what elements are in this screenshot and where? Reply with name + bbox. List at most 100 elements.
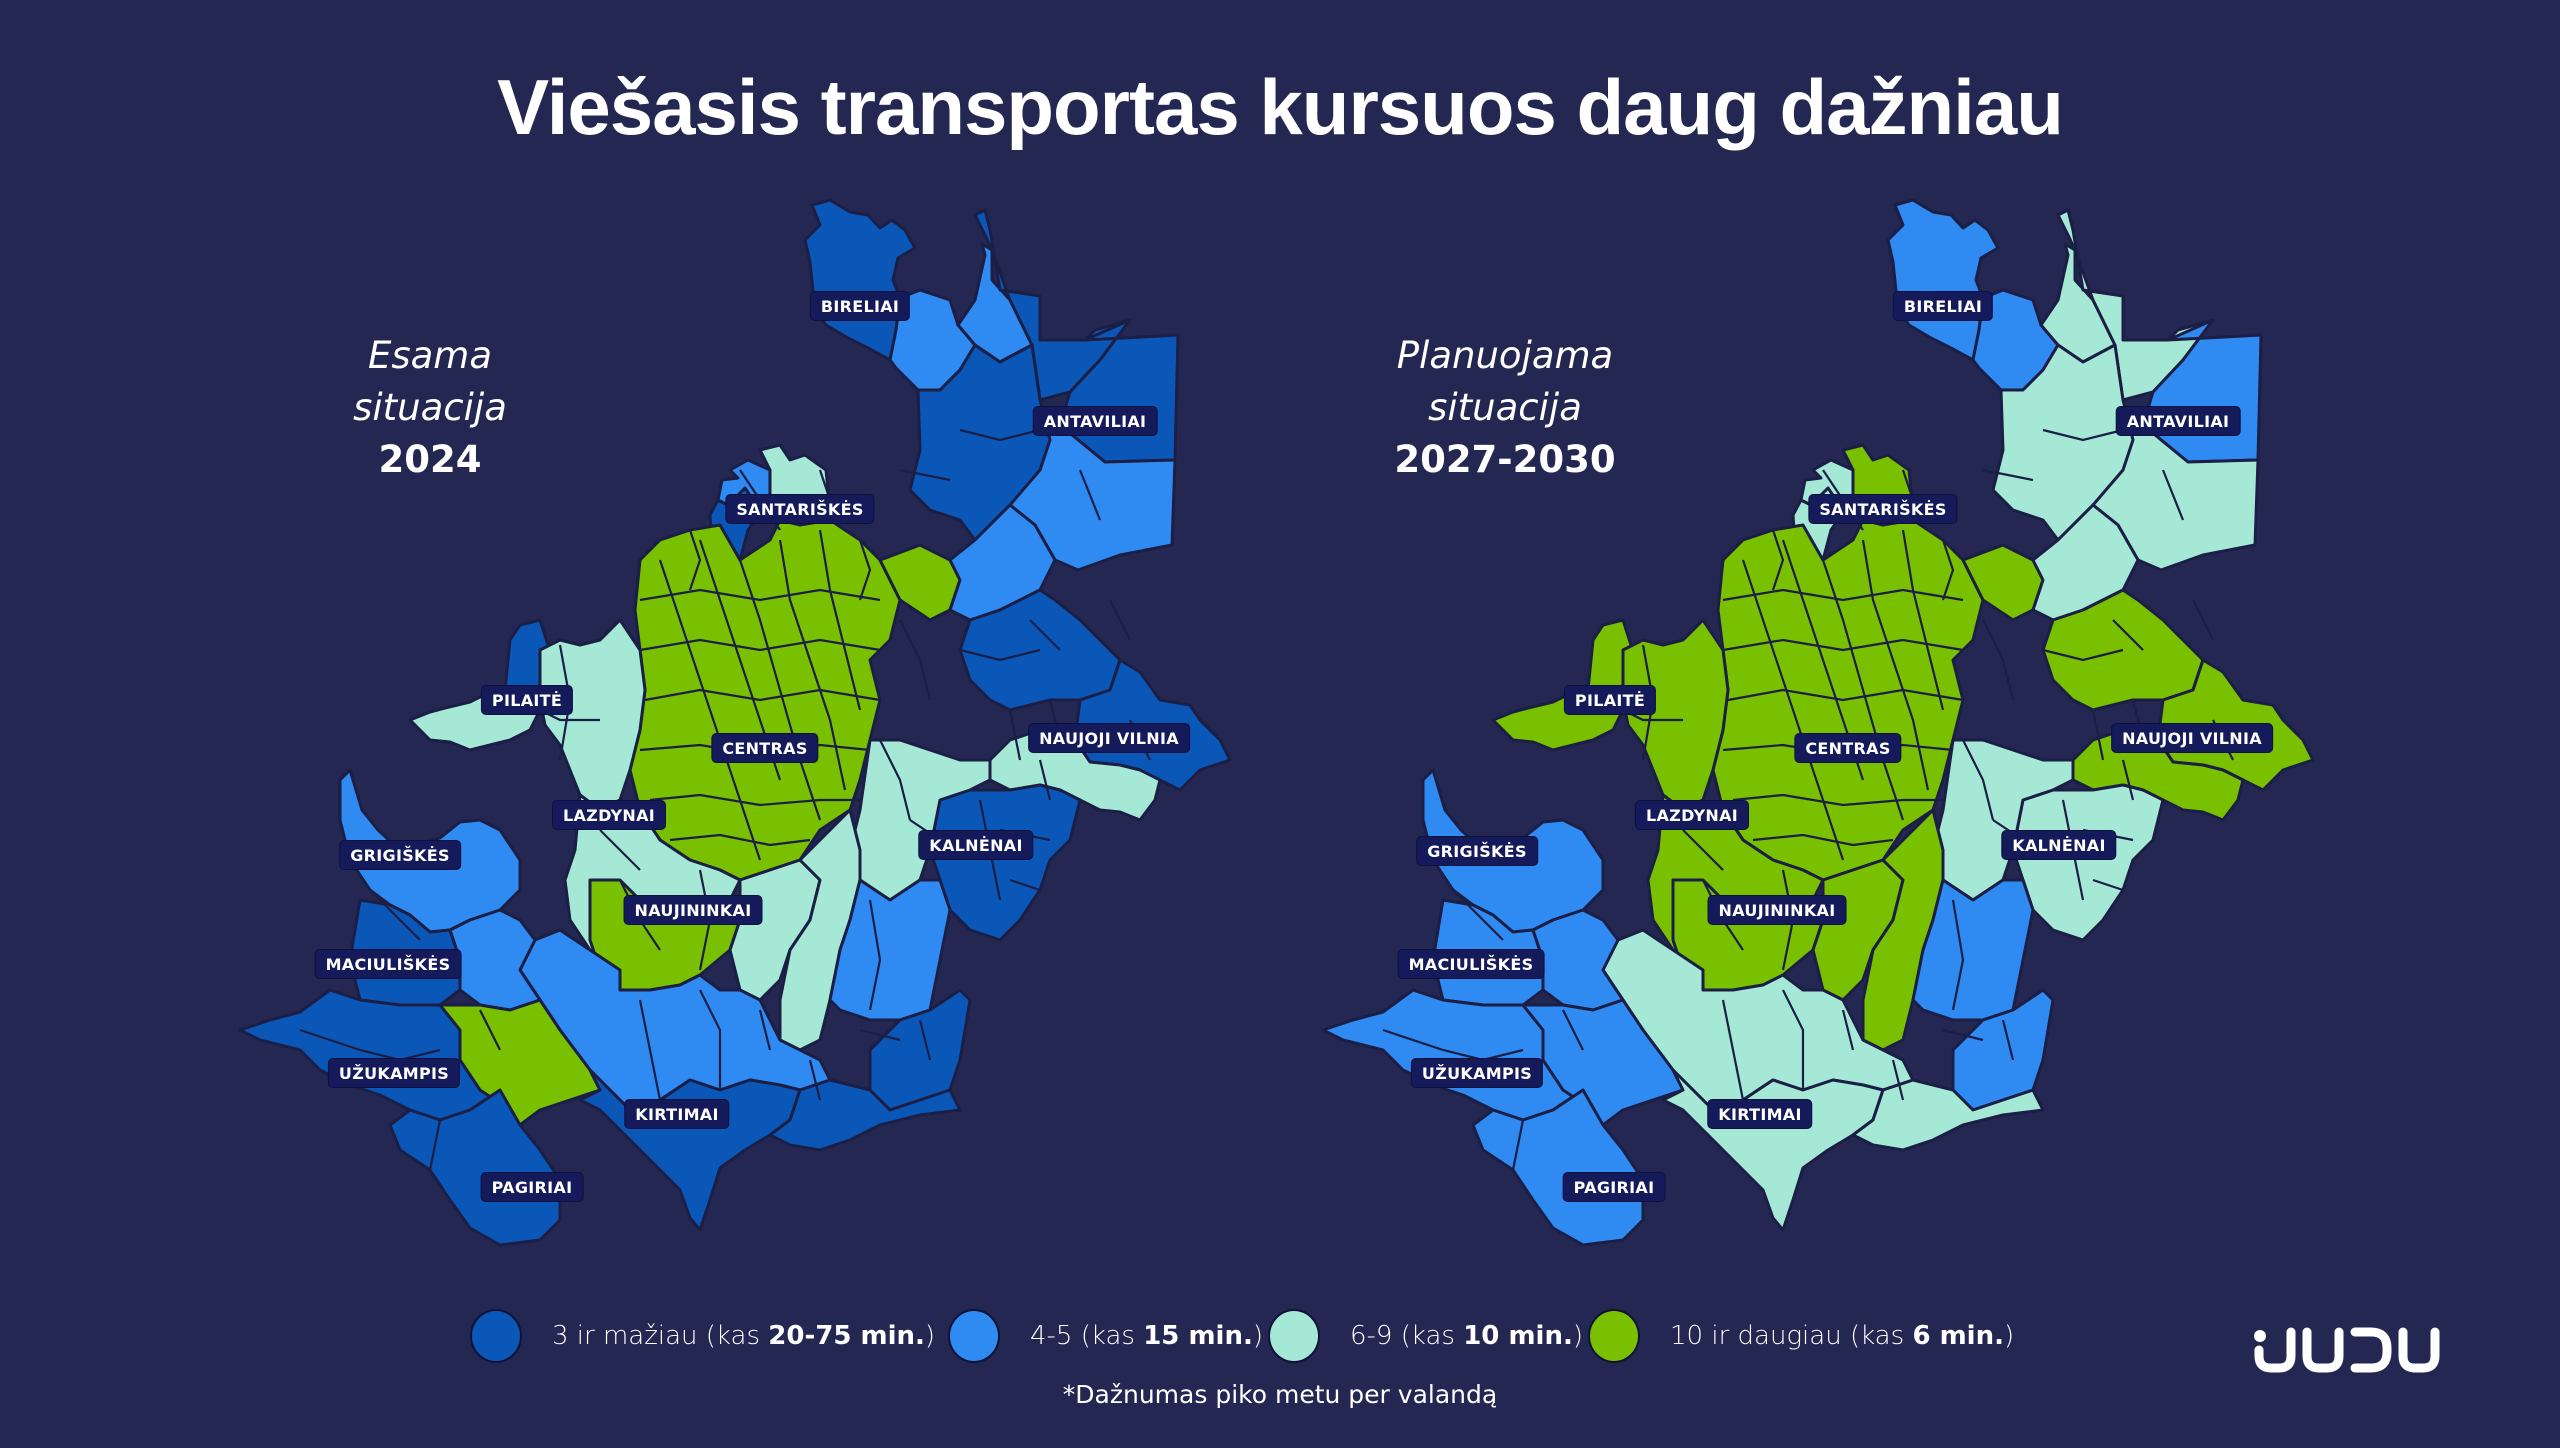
current-district-boundary [699,989,722,1090]
planned-label-centras: CENTRAS [1795,734,1901,762]
current-district-boundary [778,539,847,791]
planned-district-boundary [1452,889,1504,941]
planned-district-boundary [2092,878,2124,892]
current-district-boundary [649,793,860,807]
current-district-boundary [299,1028,441,1062]
planned-district-boundary [2121,759,2135,801]
planned-district-boundary [1891,1059,1905,1101]
current-region-bireliai [803,198,917,362]
current-label-maciuliškės: MACIULIŠKĖS [315,950,461,978]
planned-region-south-center [1861,808,1945,1052]
planned-district-boundary [1722,588,1964,602]
planned-label-maciuliškės: MACIULIŠKĖS [1398,950,1544,978]
current-district-boundary [1038,759,1052,801]
legend-item-high: 6-9 (kas 10 min.) [1268,1306,1583,1366]
planned-label-bireliai: BIRELIAI [1893,292,1993,320]
current-district-boundary [899,468,951,482]
legend-label-max: 10 ir daugiau (kas 6 min.) [1670,1321,2015,1351]
planned-district-boundary [2112,619,2144,651]
current-label-naujininkai: NAUJININKAI [624,896,762,924]
current-region-pagiriai [388,1088,562,1247]
planned-heading-year: 2027-2030 [1394,438,1616,481]
current-district-boundary [638,999,662,1101]
planned-label-naujoji-vilnia: NAUJOJI VILNIA [2112,724,2272,752]
current-district-boundary [1008,709,1022,761]
planned-district-boundary [1941,539,1955,601]
current-district-boundary [658,559,762,861]
planned-region-bireliai [1886,198,2000,362]
planned-district-boundary [1562,1009,1584,1051]
planned-region-maciuliskes-e [1531,908,1625,1012]
planned-district-boundary [2042,648,2124,662]
planned-district-boundary [1741,559,1845,861]
current-district-boundary [858,539,872,601]
planned-label-lazdynai: LAZDYNAI [1635,801,1749,829]
current-label-kirtimai: KIRTIMAI [625,1100,729,1128]
planned-district-boundary [1722,638,1964,652]
legend-label-high: 6-9 (kas 10 min.) [1350,1321,1583,1351]
current-heading-line1: Esama [367,334,493,377]
planned-region-kirtimai [1661,1068,1885,1232]
planned-district-boundary [1771,529,1785,591]
planned-label-santariškės: SANTARIŠKĖS [1809,495,1957,523]
current-district-boundary [959,648,1041,662]
current-district-boundary [599,829,641,871]
planned-district-boundary [2161,469,2185,521]
current-label-santariškės: SANTARIŠKĖS [726,495,874,523]
current-district-boundary [639,588,881,602]
planned-label-naujininkai: NAUJININKAI [1708,896,1846,924]
current-label-grigiškės: GRIGIŠKĖS [340,841,460,869]
current-district-boundary [639,638,881,652]
current-district-boundary [959,428,1041,442]
current-district-boundary [808,1059,822,1101]
current-district-boundary [859,1028,901,1042]
planned-district-boundary [1982,619,2015,701]
current-label-antaviliai: ANTAVILIAI [1033,407,1157,435]
current-label-centras: CENTRAS [712,734,818,762]
planned-label-pagiriai: PAGIRIAI [1563,1173,1665,1201]
planned-label-antaviliai: ANTAVILIAI [2116,407,2240,435]
planned-heading-line1: Planuojama [1396,334,1614,377]
planned-district-boundary [2042,428,2124,442]
current-heading-year: 2024 [378,438,482,481]
planned-label-kalnėnai: KALNĖNAI [2002,831,2116,859]
planned-label-užukampis: UŽUKAMPIS [1411,1059,1543,1087]
current-label-bireliai: BIRELIAI [810,292,910,320]
current-region-naujininkai-s [728,858,822,1002]
current-district-boundary [479,1009,501,1051]
current-region-green-wedge [438,998,602,1127]
current-district-boundary [669,833,811,847]
planned-map-regions [1321,198,2315,1247]
planned-district-boundary [1752,833,1894,847]
planned-district-boundary [1682,829,1724,871]
planned-district-boundary [1721,999,1745,1101]
current-district-boundary [818,529,862,711]
planned-label-grigiškės: GRIGIŠKĖS [1417,837,1537,865]
planned-region-green-wedge [1521,998,1685,1127]
current-label-kalnėnai: KALNĖNAI [919,831,1033,859]
planned-region-north-center [1991,343,2135,542]
planned-label-pilaitė: PILAITĖ [1564,686,1656,714]
current-district-boundary [899,619,932,701]
current-label-užukampis: UŽUKAMPIS [328,1059,460,1087]
current-district-boundary [1109,599,1131,641]
planned-district-boundary [1982,468,2034,482]
current-district-boundary [879,739,912,821]
current-district-boundary [868,899,882,1011]
legend-swatch-low [470,1309,522,1363]
legend-label-low: 3 ir mažiau (kas 20-75 min.) [552,1321,936,1351]
planned-district-boundary [1727,688,1964,702]
page-title: Viešasis transportas kursuos daug dažnia… [497,63,2064,151]
planned-region-kirtimai-e [1851,1078,2045,1152]
current-district-boundary [1078,469,1102,521]
planned-label-kirtimai: KIRTIMAI [1708,1100,1812,1128]
current-heading-line2: situacija [353,386,507,429]
planned-district-boundary [1732,793,1943,807]
planned-region-naujininkai-s [1811,858,1905,1002]
planned-district-boundary [1841,1009,1855,1051]
current-label-pilaitė: PILAITĖ [481,686,573,714]
footnote: *Dažnumas piko metu per valandą [1062,1380,1498,1409]
planned-heading-line2: situacija [1428,386,1582,429]
planned-district-boundary [1962,739,1995,821]
